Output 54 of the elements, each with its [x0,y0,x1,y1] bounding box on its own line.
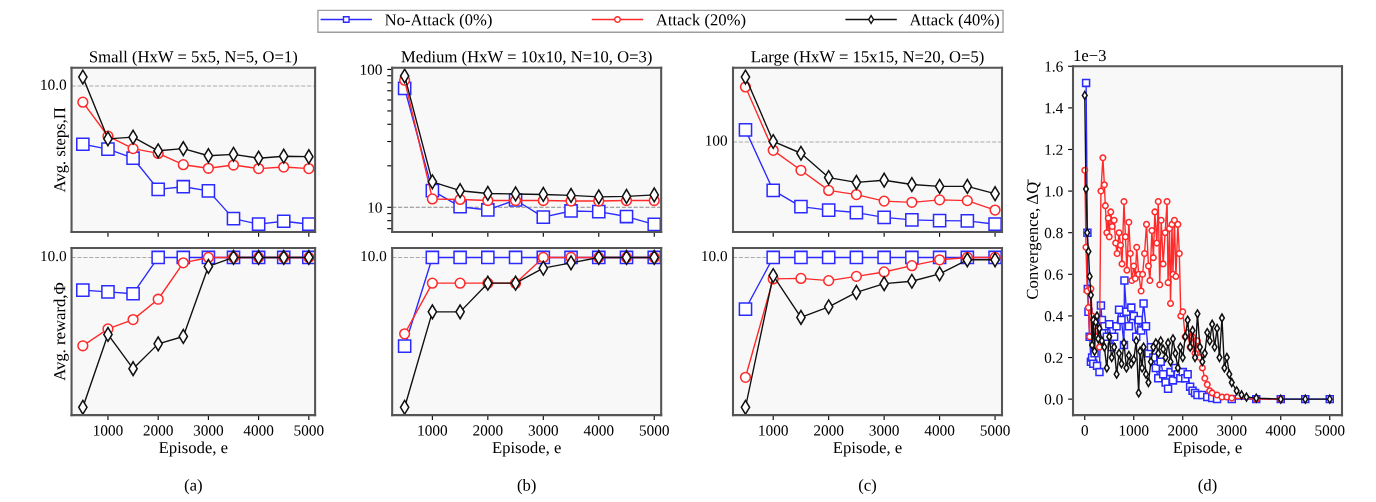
x-tick-label: 0 [1081,425,1088,436]
y-axis-title: Avg. reward,Φ [53,282,69,381]
chart-title: Medium (HxW = 10x10, N=10, O=3) [401,50,652,66]
text: 10.0 [41,79,67,90]
y-tick-label: 1.6 [1045,61,1063,72]
text: 10.0 [41,250,67,262]
y-tick-label: 1.2 [1045,144,1063,155]
x-tick-label: 1000 [759,425,788,436]
x-tick-label: 1000 [1119,425,1149,436]
y-axis-title: Avg. steps,Π [54,107,69,193]
y-tick-label: 1.4 [1045,103,1064,114]
y-tick-label: 0.0 [1044,394,1063,405]
text: 10.0 [702,250,728,262]
text: (a) [184,479,202,495]
text: 10.0 [361,250,387,262]
x-tick-label: 4000 [1265,425,1296,436]
x-tick-label: 2000 [473,425,503,436]
x-axis-title: Episode, e [159,441,228,457]
x-tick-label: 4000 [243,425,274,436]
x-tick-label: 2000 [1168,425,1198,436]
y-tick-label: 10 [368,202,382,213]
y-tick-label: 0.4 [1044,311,1064,322]
x-tick-label: 4000 [583,425,614,436]
x-tick-label: 5000 [639,425,669,436]
x-tick-label: 5000 [980,425,1010,436]
x-axis-title: Episode, e [492,441,561,457]
legend-label: No-Attack (0%) [385,13,492,29]
x-tick-label: 1000 [94,425,123,436]
y-axis-title: Convergence, ΔQ̄ [1026,179,1042,299]
text: (d) [1198,479,1217,495]
legend-label: Attack (20%) [655,13,746,29]
y-tick-label: 0.6 [1044,269,1063,280]
text: 1e−3 [1074,49,1106,62]
x-tick-label: 2000 [143,425,173,436]
x-tick-label: 5000 [1315,425,1345,436]
x-tick-label: 3000 [1217,425,1247,436]
x-tick-label: 3000 [193,425,224,436]
chart-title: Small (HxW = 5x5, N=5, O=1) [89,50,298,66]
y-tick-label: 1.0 [1045,186,1063,197]
text: (b) [517,479,536,495]
y-tick-label: 0.8 [1044,227,1063,239]
x-axis-title: Episode, e [1173,441,1242,457]
chart-title: Large (HxW = 15x15, N=20, O=5) [751,50,984,66]
x-tick-label: 2000 [814,425,844,436]
text: (c) [858,479,877,495]
x-tick-label: 3000 [869,425,899,436]
x-axis-title: Episode, e [833,441,902,457]
text: 100 [706,135,728,146]
x-tick-label: 4000 [924,425,955,436]
x-tick-label: 1000 [418,425,448,436]
x-tick-label: 5000 [294,425,324,436]
legend-label: Attack (40%) [909,13,999,29]
x-tick-label: 3000 [528,425,558,436]
y-tick-label: 0.2 [1044,352,1063,364]
